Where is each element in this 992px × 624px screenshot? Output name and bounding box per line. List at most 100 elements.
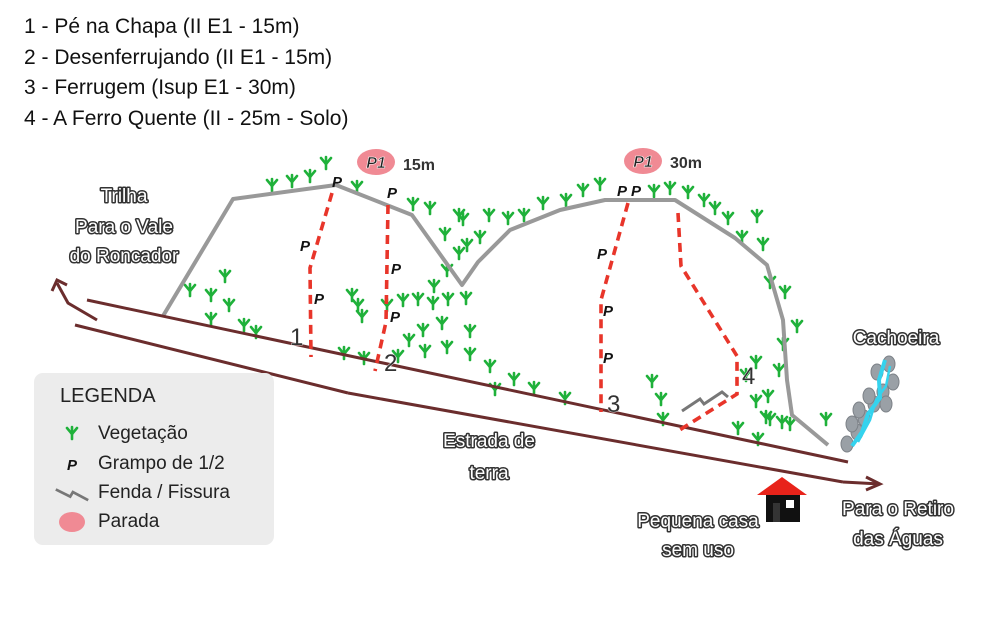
vegetation-icon bbox=[440, 339, 454, 355]
trail-label-line: Para o Vale bbox=[75, 217, 173, 238]
vegetation-icon bbox=[426, 295, 440, 311]
vegetation-icon bbox=[654, 391, 668, 407]
route-line-3 bbox=[599, 202, 630, 412]
bolt-icon: P bbox=[300, 238, 311, 255]
vegetation-icon bbox=[459, 290, 473, 306]
legend-item-label: Parada bbox=[98, 511, 160, 532]
route-line-2 bbox=[373, 204, 390, 372]
vegetation-icon bbox=[423, 200, 437, 216]
vegetation-icon bbox=[473, 229, 487, 245]
route-number-1: 1 bbox=[290, 324, 303, 351]
vegetation-icon bbox=[708, 200, 722, 216]
route-list: 1 - Pé na Chapa (II E1 - 15m) 2 - Desenf… bbox=[24, 12, 348, 134]
house-label-line: sem uso bbox=[662, 540, 734, 561]
bolt-icon: P bbox=[631, 183, 642, 200]
vegetation-icon bbox=[183, 282, 197, 298]
vegetation-icon bbox=[204, 287, 218, 303]
vegetation-icon bbox=[411, 291, 425, 307]
abandoned-house-icon bbox=[757, 477, 807, 522]
vegetation-icon bbox=[790, 318, 804, 334]
vegetation-icon bbox=[427, 278, 441, 294]
legend-panel: LEGENDA Vegetação P Grampo de 1/2 Fenda … bbox=[34, 373, 274, 545]
exit-label-line: Para o Retiro bbox=[842, 499, 954, 520]
vegetation-icon bbox=[441, 291, 455, 307]
stop-1-badge: P1 bbox=[366, 155, 386, 172]
rock-outline bbox=[161, 183, 830, 447]
vegetation-icon bbox=[750, 208, 764, 224]
vegetation-icon bbox=[483, 358, 497, 374]
vegetation-icon bbox=[435, 315, 449, 331]
anchor-stop-icon bbox=[624, 148, 662, 174]
bolt-icon: P bbox=[597, 246, 608, 263]
vegetation-icon bbox=[507, 371, 521, 387]
vegetation-icon bbox=[681, 184, 695, 200]
bolt-icon: P bbox=[54, 454, 90, 474]
exit-label-line: das Águas bbox=[853, 529, 943, 550]
route-item-3: 3 - Ferrugem (Isup E1 - 30m) bbox=[24, 76, 296, 99]
vegetation-icon bbox=[438, 226, 452, 242]
bolt-icon: P bbox=[617, 183, 628, 200]
vegetation-icon bbox=[463, 346, 477, 362]
stone-icon bbox=[852, 401, 866, 419]
vegetation-icon bbox=[222, 297, 236, 313]
vegetation-icon bbox=[54, 424, 90, 444]
legend-title: LEGENDA bbox=[60, 385, 156, 407]
vegetation-icon bbox=[482, 207, 496, 223]
vegetation-icon bbox=[402, 332, 416, 348]
vegetation-icon bbox=[416, 322, 430, 338]
vegetation-icon bbox=[749, 393, 763, 409]
route-number-2: 2 bbox=[384, 350, 397, 377]
legend-item-label: Grampo de 1/2 bbox=[98, 453, 225, 474]
vegetation-layer bbox=[183, 155, 833, 447]
vegetation-icon bbox=[285, 173, 299, 189]
stone-icon bbox=[862, 387, 876, 405]
vegetation-icon bbox=[237, 317, 251, 333]
vegetation-icon bbox=[593, 176, 607, 192]
vegetation-icon bbox=[647, 183, 661, 199]
vegetation-icon bbox=[778, 284, 792, 300]
vegetation-icon bbox=[418, 343, 432, 359]
stop-1-height: 15m bbox=[403, 157, 435, 174]
vegetation-icon bbox=[576, 182, 590, 198]
bolt-icon: P bbox=[332, 174, 343, 191]
bolt-icon: P bbox=[387, 185, 398, 202]
bolts: P P P P P P P P P P P bbox=[300, 174, 642, 367]
anchor-stop-icon bbox=[357, 149, 395, 175]
trail-label-line: do Roncador bbox=[70, 246, 179, 267]
crack-icon bbox=[681, 390, 729, 413]
route-item-2: 2 - Desenferrujando (II E1 - 15m) bbox=[24, 45, 333, 69]
stop-2-height: 30m bbox=[670, 155, 702, 172]
vegetation-icon bbox=[463, 323, 477, 339]
vegetation-icon bbox=[663, 180, 677, 196]
vegetation-icon bbox=[204, 311, 218, 327]
vegetation-icon bbox=[783, 416, 797, 432]
vegetation-icon bbox=[303, 168, 317, 184]
svg-text:P: P bbox=[67, 457, 78, 474]
route-numbers: 1 2 3 4 bbox=[290, 324, 756, 419]
bolt-icon: P bbox=[390, 309, 401, 326]
stop-2: P1 30m bbox=[624, 148, 702, 174]
vegetation-icon bbox=[819, 411, 833, 427]
legend-item-stop: Parada bbox=[54, 509, 159, 535]
vegetation-icon bbox=[756, 236, 770, 252]
vegetation-icon bbox=[265, 177, 279, 193]
house-label: Pequena casa sem uso bbox=[636, 510, 761, 563]
climbing-routes bbox=[308, 192, 739, 433]
crack-icon bbox=[54, 483, 90, 503]
vegetation-icon bbox=[406, 196, 420, 212]
legend-item-crack: Fenda / Fissura bbox=[54, 480, 230, 506]
vegetation-icon bbox=[772, 362, 786, 378]
route-item-1: 1 - Pé na Chapa (II E1 - 15m) bbox=[24, 15, 300, 38]
route-line-1 bbox=[308, 192, 334, 358]
stop-2-badge: P1 bbox=[633, 154, 653, 171]
house-label-line: Pequena casa bbox=[637, 511, 759, 532]
vegetation-icon bbox=[645, 373, 659, 389]
road-label-line: Estrada de bbox=[443, 431, 535, 452]
road-label: Estrada de terra bbox=[442, 430, 537, 486]
legend-item-bolt: P Grampo de 1/2 bbox=[54, 451, 225, 477]
stone-icon bbox=[845, 415, 859, 433]
vegetation-icon bbox=[536, 195, 550, 211]
road-label-line: terra bbox=[469, 463, 509, 484]
bolt-icon: P bbox=[391, 261, 402, 278]
